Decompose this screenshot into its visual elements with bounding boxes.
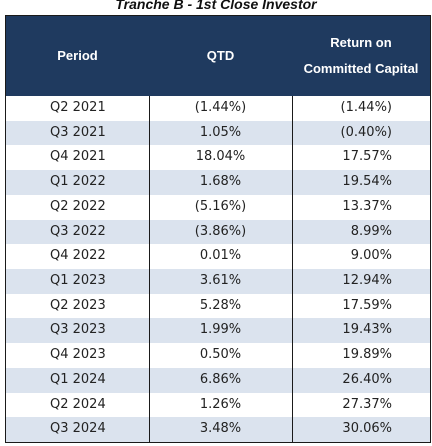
return-on-committed-capital-cell: 17.59%: [342, 297, 392, 313]
period-cell: Q1 2023: [50, 273, 106, 288]
column-divider: [292, 96, 293, 442]
table-row: Q1 2022 1.68% 19.54%: [6, 170, 430, 195]
return-on-committed-capital-cell: (1.44%): [340, 100, 392, 115]
table-body: Q3 2024 3.48% 30.06% Q2 2024 1.26% 27.37% Q1 2…: [6, 96, 430, 442]
return-on-committed-capital-cell: 19.54%: [342, 174, 392, 190]
return-on-committed-capital-cell: 19.43%: [342, 322, 392, 338]
return-on-committed-capital-cell: 27.37%: [342, 396, 392, 412]
table-row: Q4 2021 18.04% 17.57%: [6, 145, 430, 170]
period-cell: Q2 2021: [50, 100, 106, 115]
table-row: Q2 2022 (5.16%) 13.37%: [6, 195, 430, 220]
column-header-qtd: QTD: [206, 48, 235, 63]
table-title: Tranche B - 1st Close Investor: [115, 0, 317, 12]
qtd-cell: 6.86%: [199, 371, 242, 387]
table-row: Q2 2021 (1.44%) (1.44%): [6, 96, 430, 121]
return-on-committed-capital-cell: 19.89%: [342, 347, 392, 363]
qtd-cell: 18.04%: [195, 149, 246, 165]
qtd-cell: (1.44%): [194, 100, 247, 115]
return-on-committed-capital-cell: (0.40%): [340, 124, 392, 140]
period-cell: Q4 2023: [50, 347, 106, 363]
table-row: Q2 2023 5.28% 17.59%: [6, 294, 430, 319]
period-cell: Q2 2024: [50, 396, 106, 412]
return-on-committed-capital-cell: 8.99%: [350, 223, 392, 239]
column-header-period: Period: [57, 48, 98, 63]
qtd-cell: 5.28%: [199, 297, 242, 313]
table-row: Q3 2022 (3.86%) 8.99%: [6, 219, 430, 245]
period-cell: Q1 2022: [50, 174, 106, 190]
period-cell: Q2 2022: [50, 198, 106, 214]
period-cell: Q2 2023: [50, 297, 106, 313]
return-on-committed-capital-cell: 13.37%: [342, 198, 392, 214]
qtd-cell: 3.48%: [199, 421, 242, 437]
qtd-cell: (3.86%): [194, 223, 247, 239]
table-row: Q1 2023 3.61% 12.94%: [6, 269, 430, 294]
return-on-committed-capital-cell: 30.06%: [342, 421, 392, 437]
column-header-roc-line1: Return on: [330, 35, 392, 50]
qtd-cell: 3.61%: [199, 273, 242, 288]
table-row: Q4 2022 0.01% 9.00%: [6, 244, 430, 269]
return-on-committed-capital-cell: 26.40%: [342, 371, 392, 387]
table-row: Q3 2021 1.05% (0.40%): [6, 120, 430, 146]
qtd-cell: 1.05%: [199, 124, 242, 140]
table-row: Q3 2024 3.48% 30.06%: [6, 417, 430, 442]
return-on-committed-capital-cell: 9.00%: [350, 248, 392, 264]
table-row: Q2 2024 1.26% 27.37%: [6, 393, 430, 418]
column-header-return-on-committed-capital: Return on Committed Capital: [292, 16, 430, 96]
qtd-cell: 1.99%: [199, 322, 242, 338]
period-cell: Q4 2022: [50, 248, 106, 264]
return-on-committed-capital-cell: 12.94%: [342, 273, 392, 288]
period-cell: Q3 2023: [50, 322, 106, 338]
qtd-cell: 1.26%: [199, 396, 242, 412]
column-header-roc-line2: Committed Capital: [303, 61, 419, 76]
qtd-cell: 1.68%: [199, 174, 242, 190]
return-on-committed-capital-cell: 17.57%: [342, 149, 392, 165]
qtd-cell: 0.01%: [199, 248, 242, 264]
qtd-cell: 0.50%: [199, 347, 242, 363]
period-cell: Q3 2022: [50, 223, 106, 239]
table-row: Q1 2024 6.86% 26.40%: [6, 367, 430, 393]
period-cell: Q3 2024: [50, 421, 106, 437]
table-header: Period QTD Return on Committed Capital: [6, 16, 430, 96]
column-divider: [149, 96, 150, 442]
period-cell: Q1 2024: [50, 371, 106, 387]
qtd-cell: (5.16%): [194, 198, 247, 214]
period-cell: Q4 2021: [50, 149, 106, 165]
period-cell: Q3 2021: [50, 124, 106, 140]
table-row: Q4 2023 0.50% 19.89%: [6, 343, 430, 368]
table-row: Q3 2023 1.99% 19.43%: [6, 318, 430, 344]
returns-table: Period QTD Return on Committed Capital Q…: [5, 15, 431, 443]
